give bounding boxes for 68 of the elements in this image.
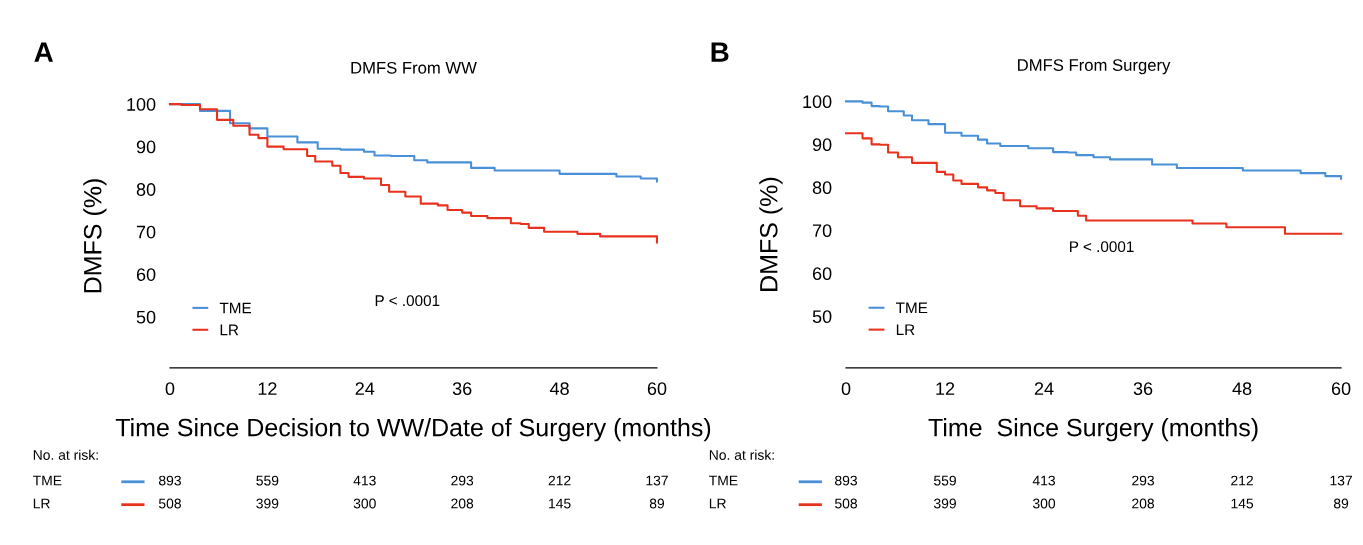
y-tick-label: 60	[136, 268, 156, 281]
y-tick-label: 100	[803, 95, 832, 109]
y-axis-title: DMFS (%)	[83, 179, 107, 293]
text: 300	[1032, 498, 1056, 509]
text: 893	[835, 475, 857, 486]
x-tick-label: 36	[452, 382, 472, 396]
text: 137	[646, 475, 668, 486]
text: 300	[353, 498, 376, 509]
x-tick-label: 48	[1232, 382, 1252, 396]
text: 413	[353, 475, 376, 486]
text: 293	[1132, 475, 1155, 486]
text: 893	[158, 475, 181, 486]
text: 293	[451, 475, 474, 486]
y-tick-label: 50	[136, 310, 156, 324]
chart-title: DMFS From WW	[351, 61, 477, 74]
text: 208	[451, 498, 474, 509]
chart-title: DMFS From Surgery	[1018, 59, 1171, 75]
x-tick-label: 48	[549, 382, 569, 396]
x-tick-label: 24	[1034, 382, 1054, 395]
y-tick-label: 70	[136, 225, 156, 239]
y-tick-label: 60	[812, 267, 832, 281]
y-tick-label: 50	[812, 310, 832, 324]
x-tick-label: 12	[936, 382, 955, 395]
y-tick-label: 90	[812, 138, 832, 152]
text: 212	[1231, 475, 1253, 486]
x-tick-label: 0	[841, 382, 851, 396]
text: No. at risk:	[709, 449, 774, 460]
text: LR	[33, 498, 50, 509]
legend-label: LR	[220, 324, 239, 336]
x-tick-label: 12	[258, 382, 277, 395]
text: 413	[1032, 475, 1056, 486]
y-tick-label: 80	[136, 183, 156, 196]
x-tick-label: 36	[1133, 382, 1153, 396]
text: 89	[649, 498, 665, 509]
text: 145	[549, 498, 571, 509]
legend-label: LR	[896, 324, 915, 335]
y-tick-label: 70	[812, 224, 832, 238]
text: LR	[709, 498, 726, 509]
x-axis-title: Time Since Decision to WW/Date of Surgery (months)	[115, 418, 711, 442]
y-tick-label: 90	[136, 140, 156, 154]
x-tick-label: 60	[1331, 382, 1351, 396]
text: 559	[256, 475, 279, 486]
text: 137	[1330, 475, 1352, 486]
text: 212	[548, 475, 571, 486]
annotation: P < .0001	[375, 295, 440, 307]
x-tick-label: 0	[165, 382, 175, 396]
text: No. at risk:	[33, 449, 98, 460]
x-tick-label: 60	[647, 382, 667, 396]
legend-label: TME	[895, 302, 928, 314]
text: 559	[933, 475, 956, 486]
x-tick-label: 24	[355, 382, 375, 395]
y-tick-label: 100	[127, 98, 156, 111]
text: B	[711, 42, 729, 62]
y-tick-label: 80	[812, 181, 832, 195]
legend-label: TME	[219, 302, 252, 314]
text: 208	[1132, 498, 1155, 509]
text: 508	[834, 498, 857, 509]
annotation: P < .0001	[1070, 241, 1134, 253]
text: 399	[256, 498, 279, 509]
text: 399	[933, 498, 956, 509]
text: 508	[158, 498, 181, 509]
text: TME	[33, 475, 62, 486]
text: A	[34, 42, 53, 62]
x-axis-title: Time Since Surgery (months)	[928, 418, 1258, 442]
y-axis-title: DMFS (%)	[759, 177, 783, 291]
text: 145	[1231, 498, 1254, 509]
text: 89	[1333, 498, 1349, 509]
text: TME	[709, 475, 738, 486]
